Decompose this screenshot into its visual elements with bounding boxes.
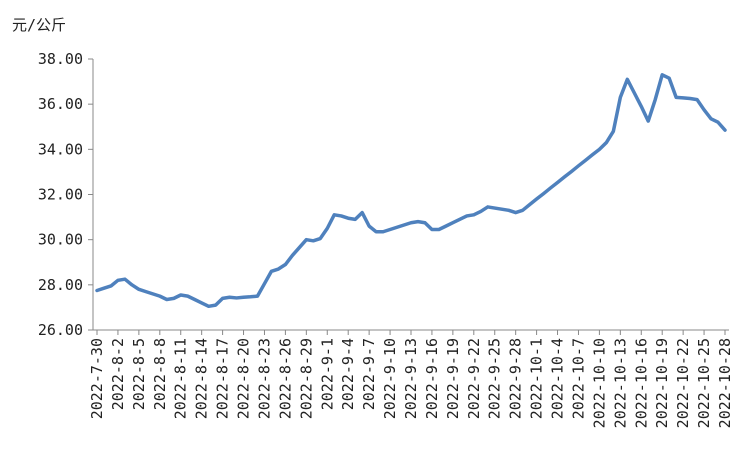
x-tick-label: 2022-8-5 [130, 338, 148, 410]
line-series [95, 73, 727, 309]
x-tick-label: 2022-7-30 [88, 338, 106, 419]
y-tick-label: 28.00 [38, 276, 83, 294]
x-tick-label: 2022-8-8 [151, 338, 169, 410]
x-tick-label: 2022-8-17 [214, 338, 232, 419]
x-tick-label: 2022-10-19 [653, 338, 671, 428]
x-tick-label: 2022-10-10 [590, 338, 608, 428]
x-tick-label: 2022-10-7 [569, 338, 587, 419]
x-tick-label: 2022-9-25 [486, 338, 504, 419]
x-tick-label: 2022-9-22 [465, 338, 483, 419]
x-tick-label: 2022-8-14 [193, 338, 211, 419]
x-tick-label: 2022-9-10 [381, 338, 399, 419]
x-tick-label: 2022-9-4 [339, 338, 357, 410]
x-tick-label: 2022-8-29 [297, 338, 315, 419]
y-tick-label: 30.00 [38, 231, 83, 249]
x-tick-label: 2022-10-4 [549, 338, 567, 419]
y-tick-label: 38.00 [38, 50, 83, 68]
x-tick-label: 2022-9-7 [360, 338, 378, 410]
x-tick-label: 2022-10-25 [695, 338, 713, 428]
y-tick-label: 36.00 [38, 95, 83, 113]
x-tick-label: 2022-8-11 [172, 338, 190, 419]
x-tick-label: 2022-10-13 [611, 338, 629, 428]
x-tick-label: 2022-10-16 [632, 338, 650, 428]
x-tick-label: 2022-9-19 [444, 338, 462, 419]
x-tick-label: 2022-9-13 [402, 338, 420, 419]
y-tick-label: 32.00 [38, 186, 83, 204]
x-tick-label: 2022-8-2 [109, 338, 127, 410]
x-tick-label: 2022-10-22 [674, 338, 692, 428]
x-tick-label: 2022-9-16 [423, 338, 441, 419]
x-tick-label: 2022-8-20 [235, 338, 253, 419]
x-tick-label: 2022-8-26 [276, 338, 294, 419]
x-tick-label: 2022-9-28 [507, 338, 525, 419]
x-tick-label: 2022-10-1 [528, 338, 546, 419]
y-tick-label: 34.00 [38, 140, 83, 158]
x-tick-label: 2022-9-1 [318, 338, 336, 410]
y-axis-label: 元/公斤 [12, 16, 66, 34]
y-tick-label: 26.00 [38, 321, 83, 339]
x-tick-label: 2022-10-28 [716, 338, 734, 428]
x-tick-label: 2022-8-23 [255, 338, 273, 419]
